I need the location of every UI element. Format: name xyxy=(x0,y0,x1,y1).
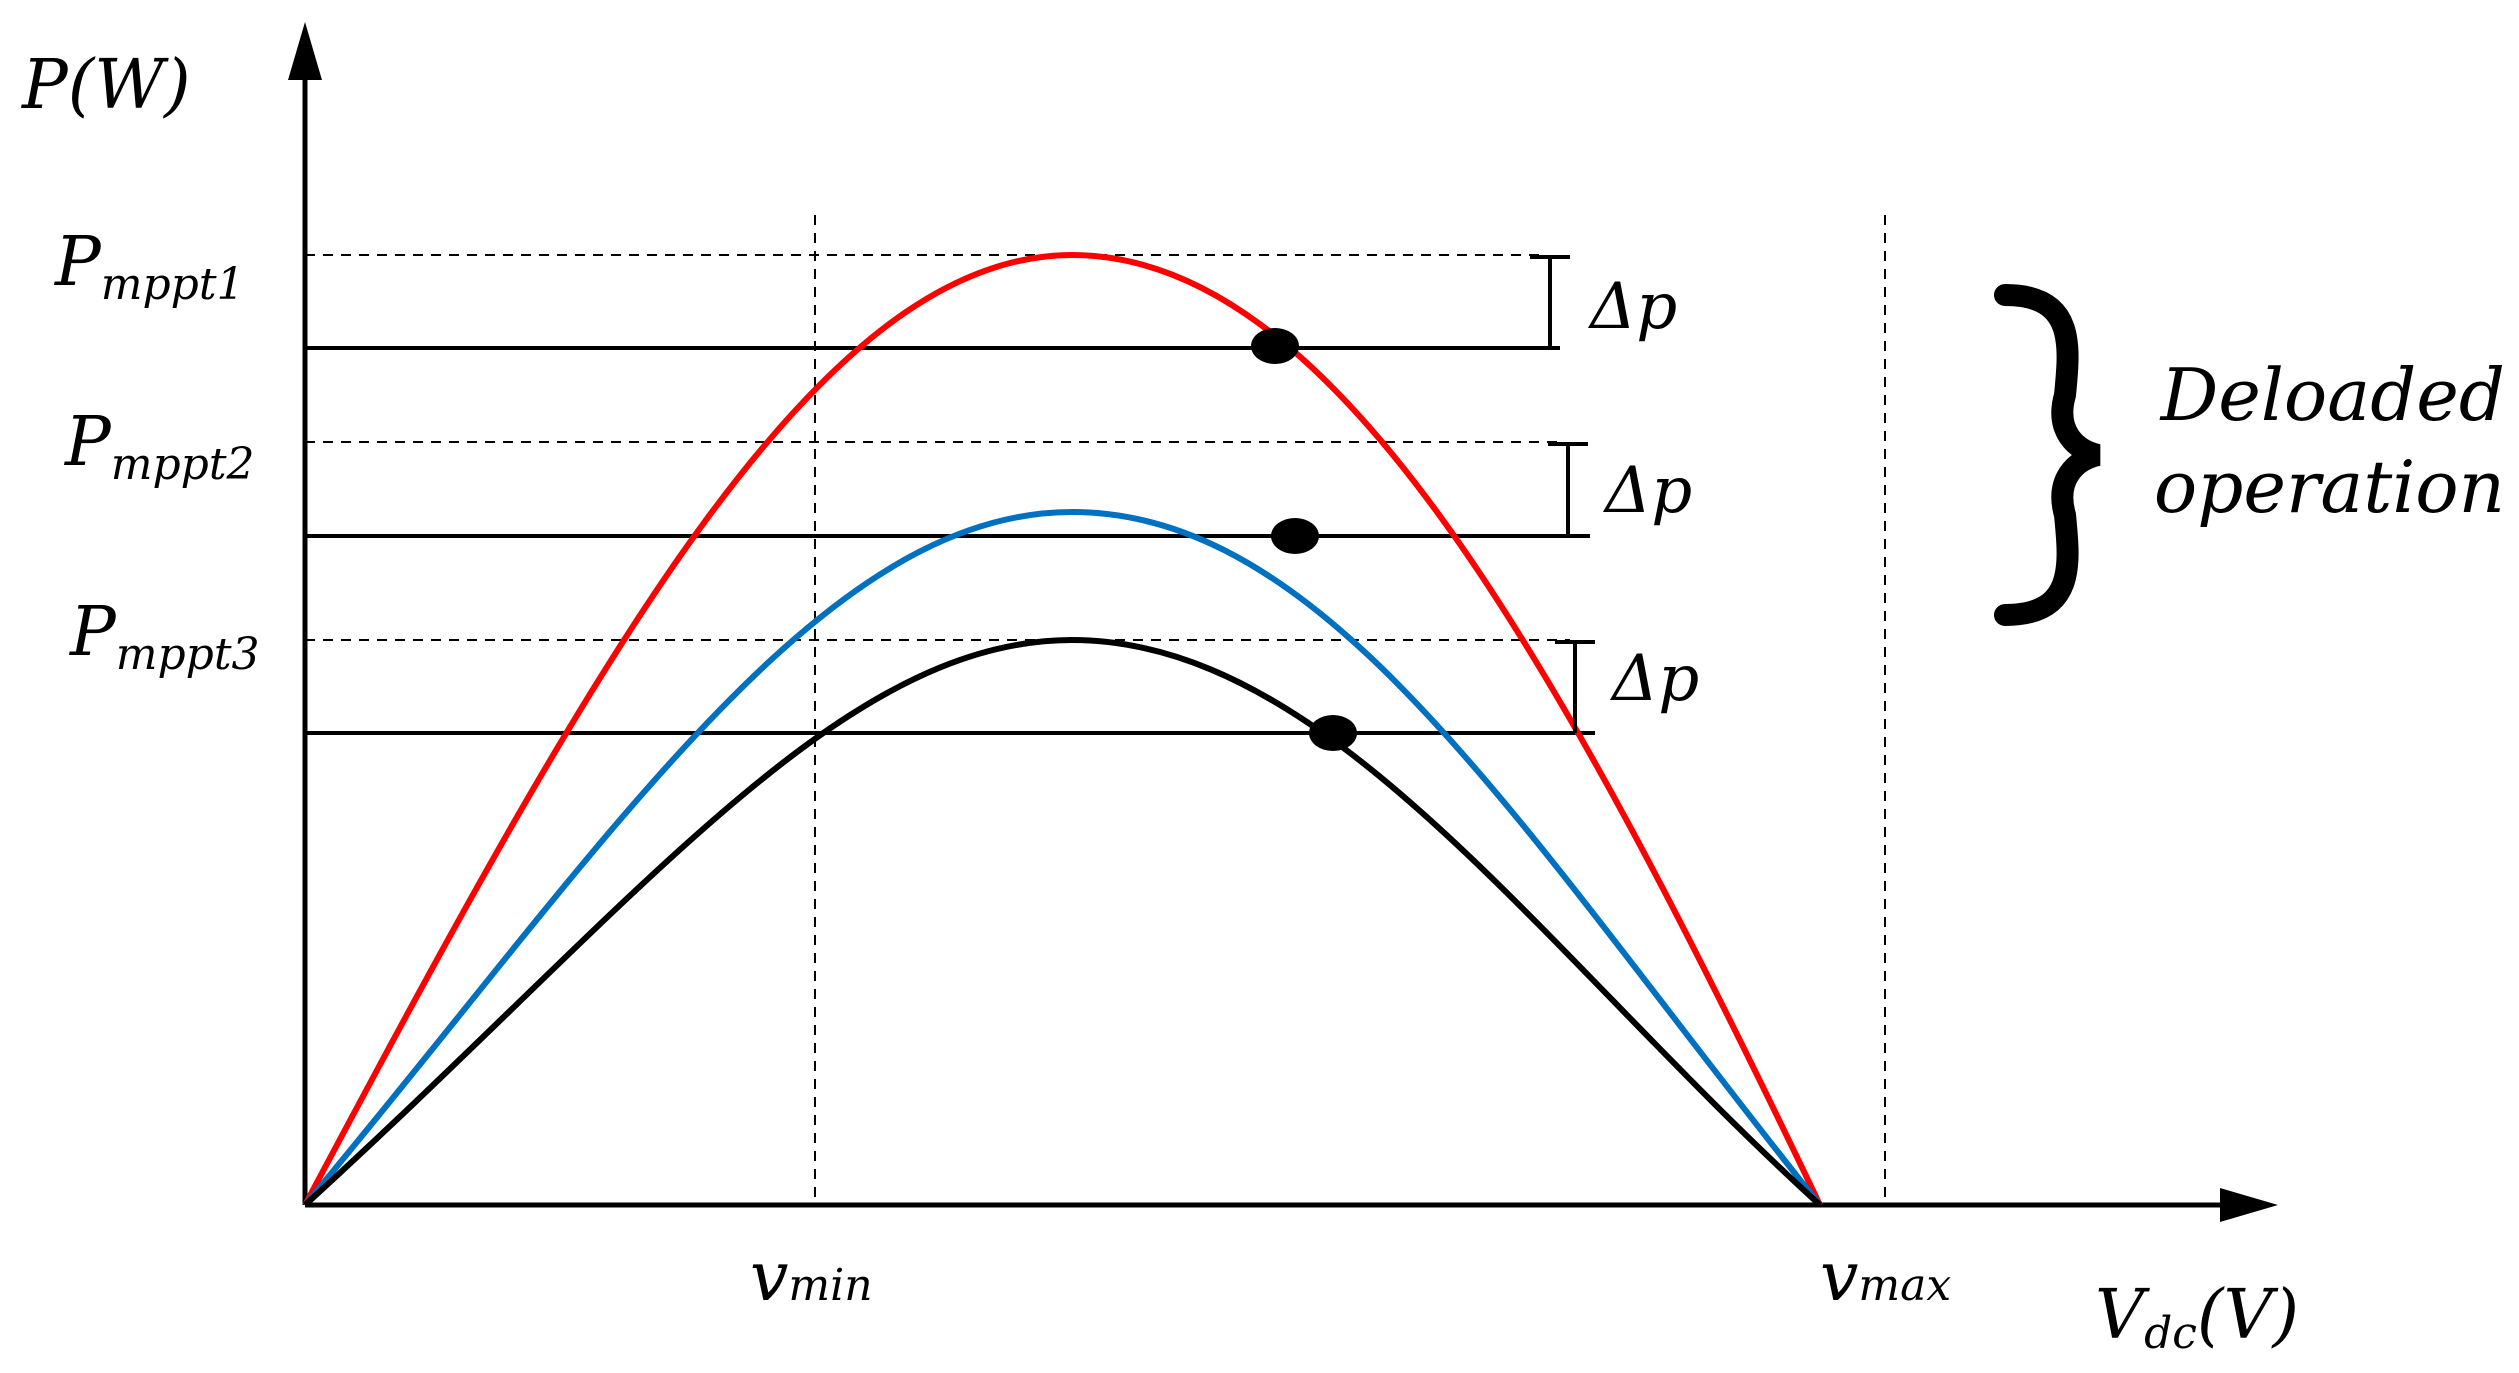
vmax-label: vmax xyxy=(1820,1238,1951,1317)
operating-point-2 xyxy=(1271,518,1319,554)
y-axis-arrowhead xyxy=(288,22,322,80)
vmin-label: vmin xyxy=(750,1238,873,1317)
curve-mppt3 xyxy=(302,636,1823,1208)
delta-label-2: Δp xyxy=(1602,454,1692,528)
x-axis-arrowhead xyxy=(2220,1188,2278,1222)
mppt3-label: Pmppt3 xyxy=(68,593,260,680)
delta-label-3: Δp xyxy=(1609,642,1699,716)
curve-mppt1 xyxy=(302,251,1823,1207)
operating-point-1 xyxy=(1251,328,1299,364)
delta-bracket-1 xyxy=(1530,255,1570,348)
deloaded-label-line1: Deloaded xyxy=(2159,353,2505,437)
delta-label-1: Δp xyxy=(1587,270,1677,344)
delta-bracket-3 xyxy=(1555,640,1595,733)
delta-bracket-2 xyxy=(1548,442,1588,536)
y-axis-label: P(W) xyxy=(20,46,191,125)
deloaded-label-line2: operation xyxy=(2154,445,2505,529)
mppt2-label: Pmppt2 xyxy=(63,403,255,490)
curly-brace xyxy=(1994,284,2101,626)
mppt1-label: Pmppt1 xyxy=(53,223,245,310)
curve-mppt2 xyxy=(302,508,1823,1207)
x-axis-label: Vdc(V) xyxy=(2095,1276,2299,1359)
operating-point-3 xyxy=(1309,715,1357,751)
